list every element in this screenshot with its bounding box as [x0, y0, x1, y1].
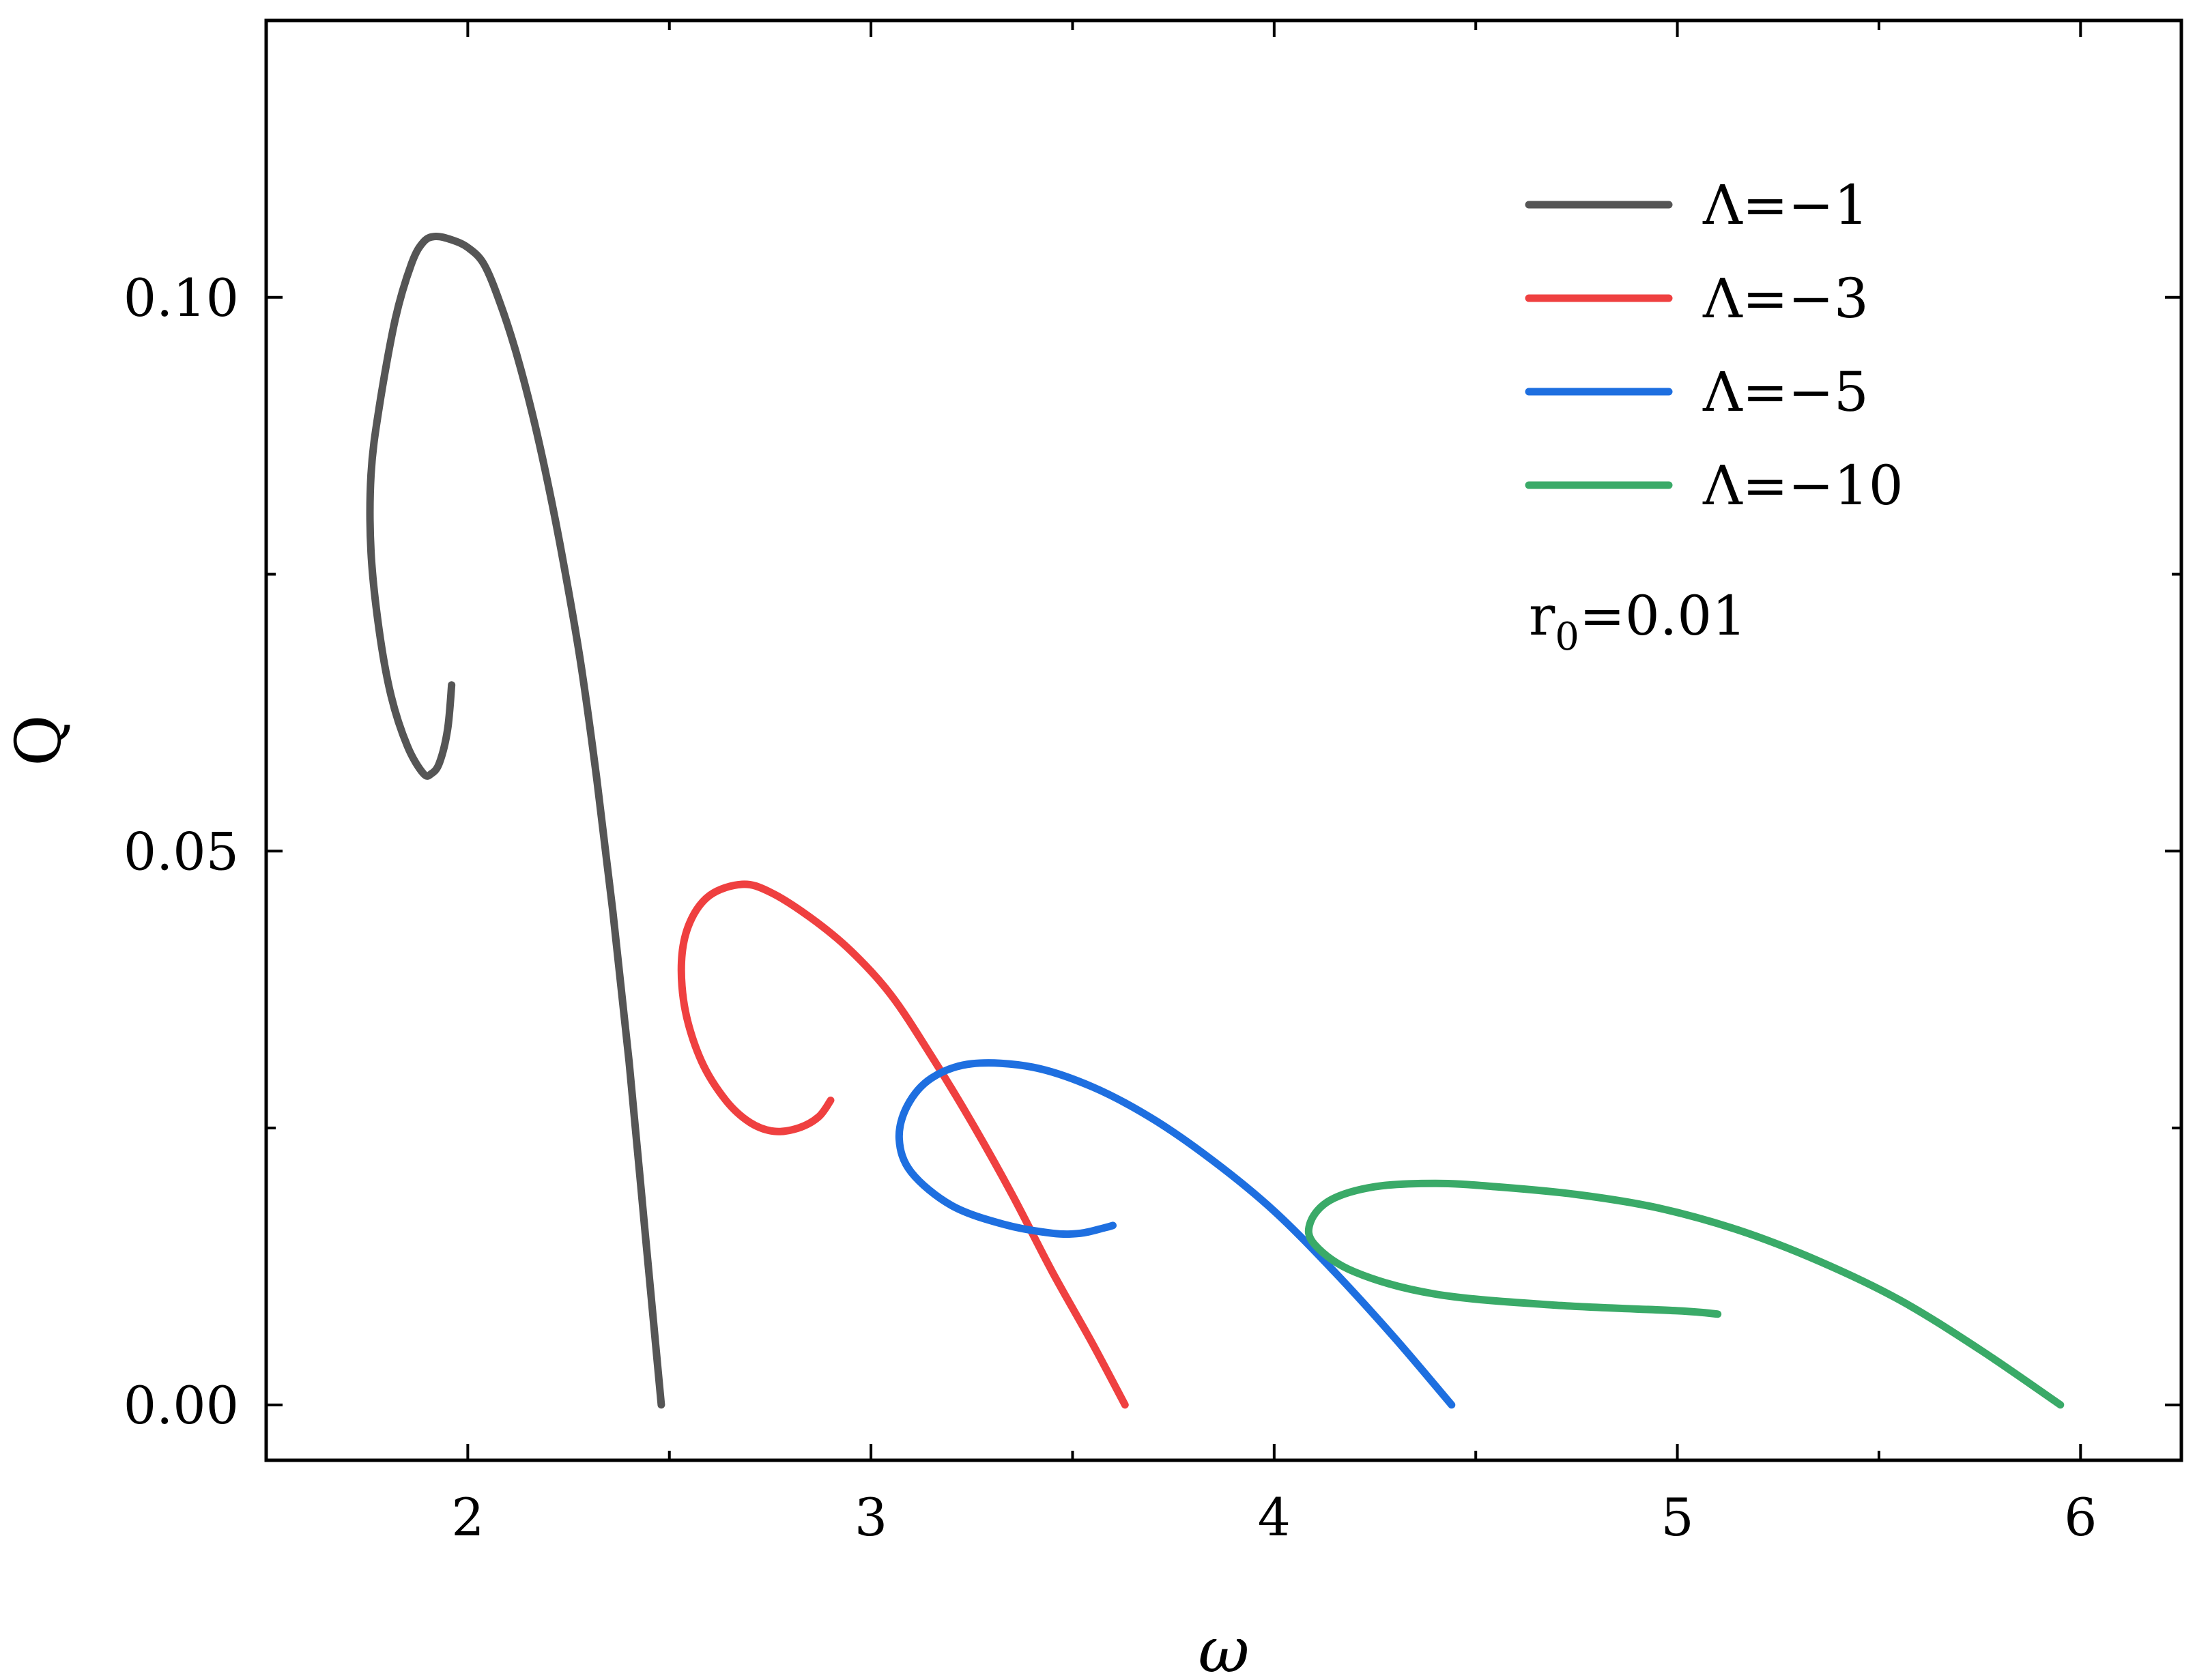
legend-label-1: Λ=−1: [1702, 173, 1869, 237]
x-tick-label: 6: [2064, 1487, 2097, 1548]
x-tick-label: 2: [451, 1487, 484, 1548]
y-axis-title: Q: [2, 714, 75, 766]
series-line-1: [366, 232, 665, 1409]
series-lines: [366, 232, 2065, 1409]
x-tick-label: 5: [1661, 1487, 1693, 1548]
annotation-rest: =0.01: [1579, 584, 1747, 648]
ticks: 2 3 4 5 6 0.00 0.05 0.10: [124, 20, 2181, 1548]
legend-label-2: Λ=−3: [1702, 267, 1869, 330]
y-tick-label: 0.00: [124, 1375, 239, 1436]
x-tick-label: 3: [855, 1487, 887, 1548]
plot-frame: [264, 18, 2183, 1462]
x-axis-title: ω: [1198, 1614, 1249, 1680]
y-tick-label: 0.05: [124, 821, 239, 882]
legend-label-3: Λ=−5: [1702, 360, 1869, 424]
r0-annotation: r0=0.01: [1529, 584, 1747, 659]
annotation-base: r: [1529, 584, 1555, 648]
legend: Λ=−1 Λ=−3 Λ=−5 Λ=−10: [1525, 173, 1904, 517]
x-tick-label: 4: [1258, 1487, 1291, 1548]
series-line-3: [895, 1059, 1456, 1409]
series-line-4: [1304, 1179, 2065, 1409]
y-tick-label: 0.10: [124, 267, 239, 328]
annotation-sub: 0: [1555, 615, 1579, 659]
legend-label-4: Λ=−10: [1702, 454, 1904, 517]
series-line-2: [677, 880, 1129, 1409]
